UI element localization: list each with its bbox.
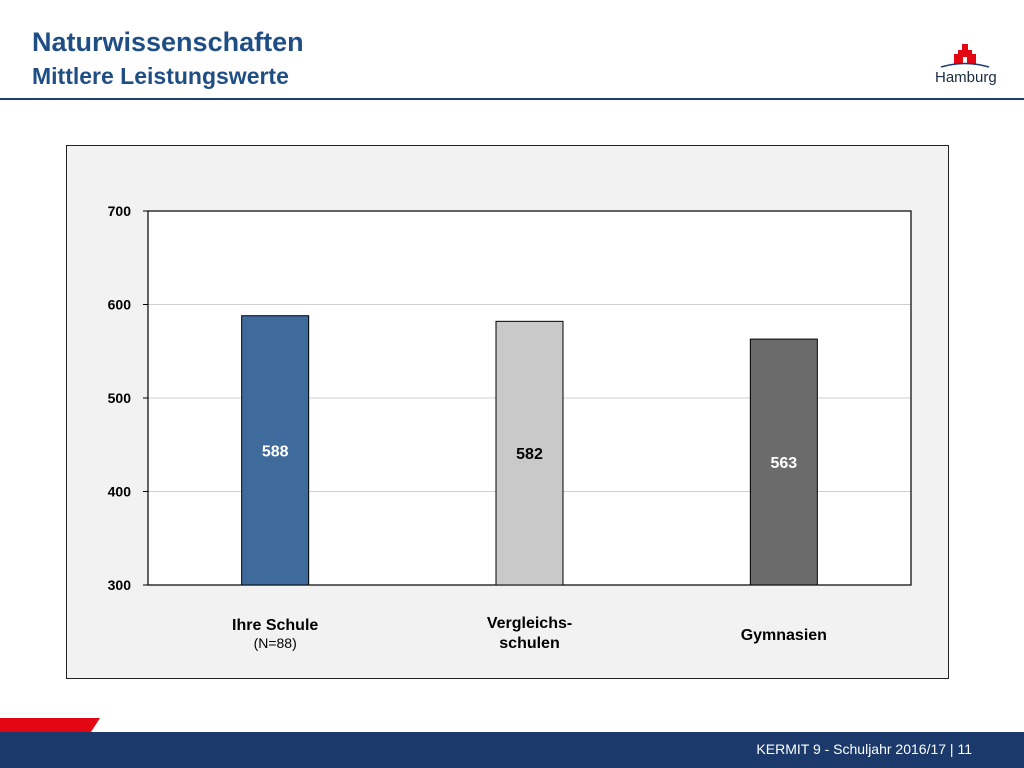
y-tick-label: 500: [108, 390, 132, 406]
bar-0: [241, 315, 310, 586]
y-tick-label: 300: [108, 577, 132, 593]
bar-value-label: 588: [262, 443, 289, 460]
logo-text: Hamburg: [935, 69, 997, 86]
slide-subtitle: Mittlere Leistungswerte: [32, 63, 289, 89]
footer-text: KERMIT 9 - Schuljahr 2016/17 | 11: [756, 741, 972, 757]
x-category-label: schulen: [499, 635, 559, 652]
x-category-label: Ihre Schule: [232, 617, 318, 634]
bar-value-label: 563: [770, 455, 797, 472]
bar-value-label: 582: [516, 446, 543, 463]
x-category-label: Gymnasien: [741, 627, 827, 644]
x-category-note: (N=88): [254, 635, 297, 651]
y-tick-label: 700: [108, 203, 132, 219]
bar-chart: 300 400 500 600 700 588 Ihre Schule(N=88) 582 Ve…: [108, 203, 912, 652]
y-tick-label: 400: [108, 484, 132, 500]
castle-icon: [940, 44, 990, 68]
footer-bar: [0, 732, 1024, 768]
slide-title: Naturwissenschaften: [32, 27, 304, 57]
chart-panel: 300 400 500 600 700 588 Ihre Schule (N=88) 582 Ve…: [66, 145, 949, 679]
y-tick-label: 600: [108, 297, 132, 313]
bar-1: [495, 320, 564, 586]
x-category-label: Vergleichs-: [487, 615, 572, 632]
bar-2: [749, 338, 818, 586]
hamburg-logo: Hamburg: [935, 40, 997, 92]
header-divider: [0, 98, 1024, 100]
